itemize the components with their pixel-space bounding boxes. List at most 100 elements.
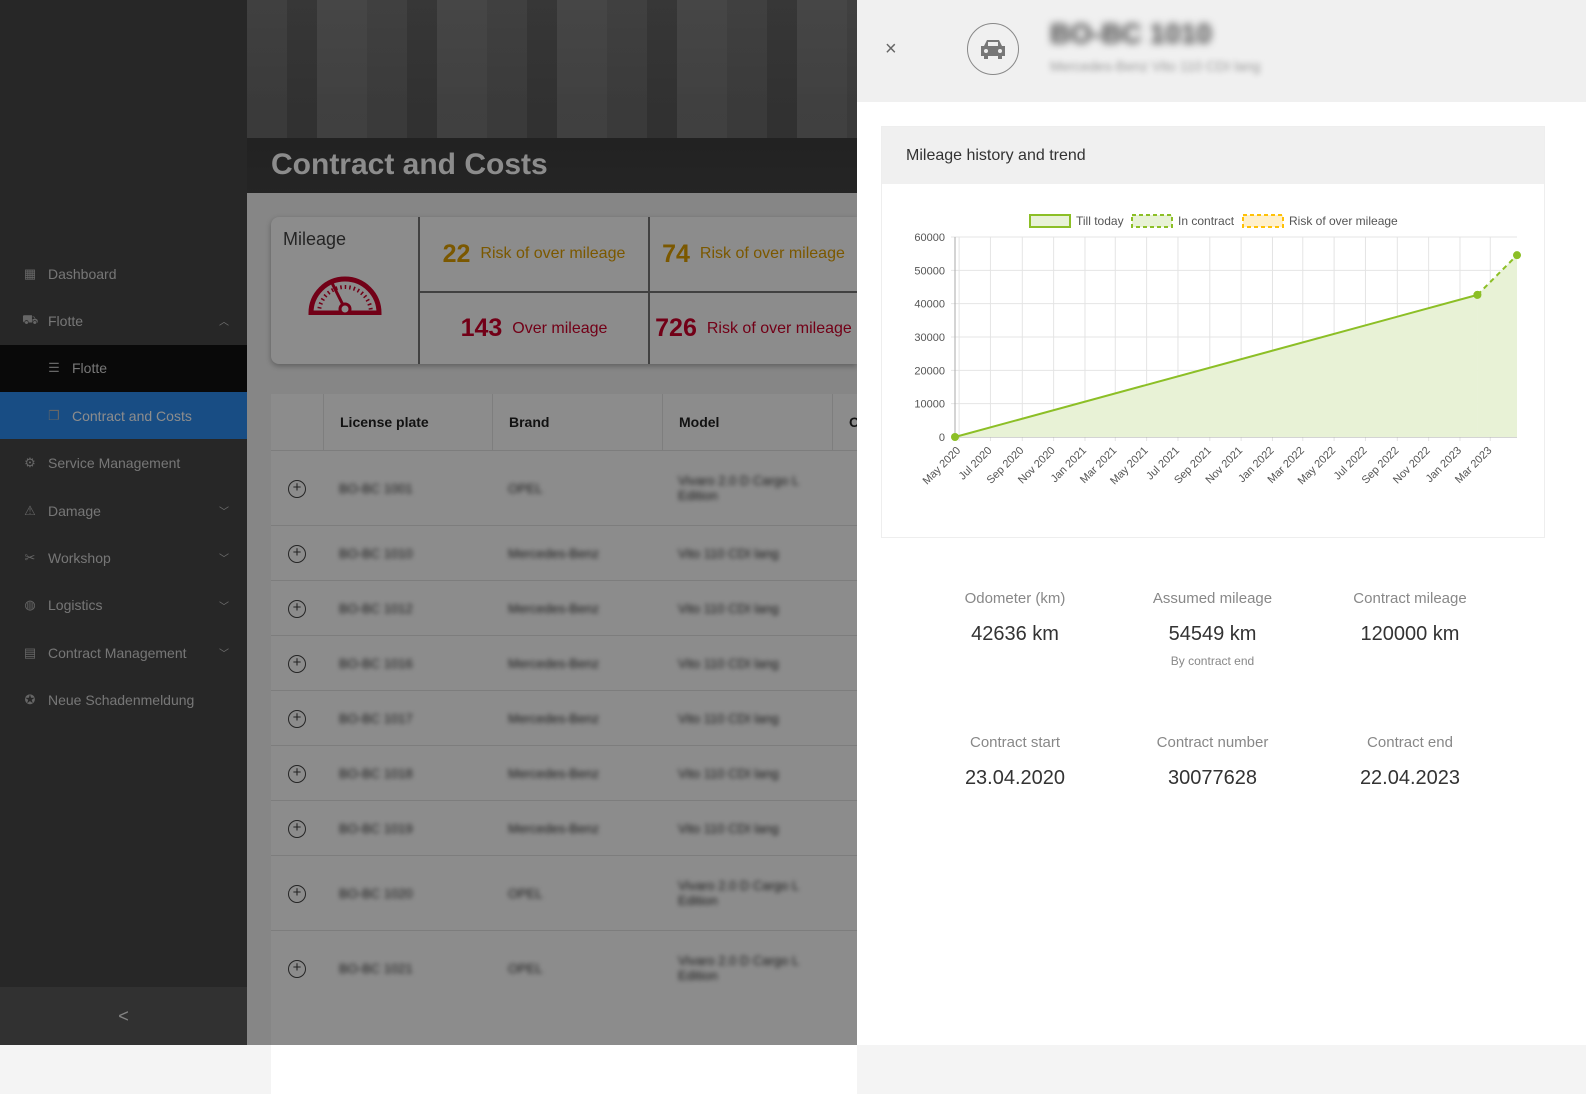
sidebar-item-label: Damage bbox=[48, 502, 101, 519]
sidebar-item-logistics[interactable]: ◍ Logistics ﹀ bbox=[0, 582, 247, 629]
stat-label: Contract mileage bbox=[1353, 590, 1467, 607]
series-line bbox=[1476, 254, 1518, 296]
data-point[interactable] bbox=[1473, 290, 1482, 299]
stat-value: 120000 km bbox=[1360, 623, 1460, 645]
legend-label: Till today bbox=[1076, 214, 1124, 228]
close-button[interactable]: × bbox=[885, 38, 897, 60]
y-tick-label: 40000 bbox=[914, 299, 945, 311]
table-row[interactable]: + BO-BC 1016 Mercedes-Benz Vito 110 CDI lan… bbox=[271, 635, 857, 690]
table-row[interactable]: + BO-BC 1012 Mercedes-Benz Vito 110 CDI lan… bbox=[271, 580, 857, 635]
table-cell: BO-BC 1018 bbox=[339, 765, 413, 781]
column-header-label: O bbox=[849, 414, 857, 430]
vehicle-table: License plate Brand Model O + BO-BC 1001 OPEL V… bbox=[271, 394, 857, 1094]
series-area bbox=[1477, 255, 1517, 437]
legend-label: Risk of over mileage bbox=[1289, 214, 1398, 228]
sidebar-item-neue-schadenmeldung[interactable]: ✪ Neue Schadenmeldung bbox=[0, 677, 247, 724]
table-cell: OPEL bbox=[508, 885, 543, 901]
page-title: Contract and Costs bbox=[271, 148, 548, 181]
sidebar-item-workshop[interactable]: ✂ Workshop ﹀ bbox=[0, 534, 247, 581]
stat-value: 30077628 bbox=[1168, 767, 1257, 789]
table-cell: BO-BC 1016 bbox=[339, 655, 413, 671]
data-point[interactable] bbox=[951, 433, 959, 441]
stat-count: 143 bbox=[460, 314, 503, 342]
car-icon: ⛟ bbox=[22, 311, 39, 327]
expand-row-icon[interactable]: + bbox=[288, 599, 306, 618]
stat-count: 74 bbox=[662, 239, 690, 268]
sidebar-item-flotte[interactable]: ☰ Flotte bbox=[0, 344, 247, 392]
table-row[interactable]: + BO-BC 1018 Mercedes-Benz Vito 110 CDI lan… bbox=[271, 745, 857, 800]
stat-label: Risk of over mileage bbox=[699, 245, 845, 262]
data-point[interactable] bbox=[1513, 251, 1521, 260]
table-cell: Mercedes-Benz bbox=[508, 820, 600, 836]
chevron-down-icon: ﹀ bbox=[219, 649, 229, 661]
table-cell: Vito 110 CDI lang bbox=[678, 655, 779, 671]
sidebar-item-damage[interactable]: ⚠ Damage ﹀ bbox=[0, 487, 247, 534]
sidebar-item-flotte[interactable]: ⛟ Flotte ︿ bbox=[0, 297, 247, 344]
y-tick-label: 10000 bbox=[914, 399, 945, 411]
stat-value: 54549 km bbox=[1168, 623, 1257, 645]
table-cell: Mercedes-Benz bbox=[508, 545, 600, 561]
y-tick-label: 0 bbox=[939, 432, 945, 444]
stat-label: Contract end bbox=[1367, 734, 1453, 751]
stat-value: 23.04.2020 bbox=[964, 767, 1066, 789]
table-row[interactable]: + BO-BC 1001 OPEL Vivaro 2.0 D Cargo L Edit… bbox=[271, 450, 857, 525]
sidebar-item-service-management[interactable]: ⚙ Service Management bbox=[0, 440, 247, 487]
sidebar-item-contract-management[interactable]: ▤ Contract Management ﹀ bbox=[0, 629, 247, 676]
column-header[interactable]: Brand bbox=[492, 394, 662, 450]
expand-row-icon[interactable]: + bbox=[288, 544, 306, 563]
expand-row-icon[interactable]: + bbox=[288, 884, 306, 903]
table-row[interactable]: + BO-BC 1021 OPEL Vivaro 2.0 D Cargo L Edit… bbox=[271, 930, 857, 1005]
modal-backdrop[interactable] bbox=[0, 0, 857, 1045]
y-tick-label: 20000 bbox=[914, 365, 945, 377]
table-cell: BO-BC 1017 bbox=[339, 710, 413, 726]
collapse-sidebar-button[interactable]: < bbox=[0, 987, 247, 1045]
table-cell: BO-BC 1001 bbox=[339, 480, 413, 496]
stat-label: Odometer (km) bbox=[964, 590, 1066, 607]
stat-note: By contract end bbox=[1170, 654, 1255, 668]
chevron-down-icon: ﹀ bbox=[219, 507, 229, 518]
expand-row-icon[interactable]: + bbox=[288, 819, 306, 838]
vehicle-plate: BO-BC 1010 bbox=[1050, 18, 1212, 49]
sidebar-item-label: Flotte bbox=[48, 312, 84, 329]
sidebar-item-contract-and-costs[interactable]: ❐ Contract and Costs bbox=[0, 392, 247, 440]
expand-row-icon[interactable]: + bbox=[288, 764, 306, 783]
legend-label: In contract bbox=[1178, 214, 1235, 228]
table-row[interactable]: + BO-BC 1017 Mercedes-Benz Vito 110 CDI lan… bbox=[271, 690, 857, 745]
vehicle-model: Mercedes-Benz Vito 110 CDI lang bbox=[1050, 58, 1261, 74]
chevron-up-icon: ︿ bbox=[219, 317, 229, 329]
expand-row-icon[interactable]: + bbox=[288, 709, 306, 728]
mileage-stat[interactable]: 22 Risk of over mileage bbox=[418, 217, 648, 291]
expand-row-icon[interactable]: + bbox=[288, 959, 306, 978]
y-tick-label: 50000 bbox=[914, 265, 945, 277]
column-header[interactable]: Model bbox=[662, 394, 832, 450]
table-row[interactable]: + BO-BC 1019 Mercedes-Benz Vito 110 CDI lan… bbox=[271, 800, 857, 855]
column-header[interactable]: O bbox=[832, 394, 857, 450]
sidebar-item-dashboard[interactable]: ▦ Dashboard bbox=[0, 250, 247, 297]
mileage-stat[interactable]: 143 Over mileage bbox=[418, 291, 648, 364]
table-row[interactable]: + BO-BC 1020 OPEL Vivaro 2.0 D Cargo L Edit… bbox=[271, 855, 857, 930]
expand-row-icon[interactable]: + bbox=[288, 654, 306, 673]
expand-row-icon[interactable]: + bbox=[288, 479, 306, 498]
y-tick-label: 60000 bbox=[914, 232, 945, 244]
table-cell: Vito 110 CDI lang bbox=[678, 765, 779, 781]
column-header-label: License plate bbox=[340, 414, 429, 430]
column-header[interactable]: License plate bbox=[323, 394, 493, 450]
mileage-stat[interactable]: 74 Risk of over mileage bbox=[648, 217, 857, 291]
mileage-stat[interactable]: 726 Risk of over mileage bbox=[648, 291, 857, 364]
sidebar-item-label: Workshop bbox=[48, 549, 111, 566]
service-icon: ⚙ bbox=[24, 455, 36, 471]
legend-swatch[interactable] bbox=[1029, 214, 1071, 228]
table-cell: Mercedes-Benz bbox=[508, 600, 600, 616]
sidebar-item-label: Contract Management bbox=[48, 644, 187, 661]
legend-swatch[interactable] bbox=[1131, 214, 1173, 228]
table-row[interactable]: + BO-BC 1010 Mercedes-Benz Vito 110 CDI lan… bbox=[271, 525, 857, 580]
stat-count: 726 bbox=[655, 314, 697, 342]
legend-swatch[interactable] bbox=[1242, 214, 1284, 228]
table-cell: Vito 110 CDI lang bbox=[678, 710, 779, 726]
stat-value: 42636 km bbox=[971, 623, 1059, 645]
table-cell: BO-BC 1012 bbox=[339, 600, 413, 616]
table-cell: BO-BC 1019 bbox=[339, 820, 413, 836]
sidebar-item-label: Neue Schadenmeldung bbox=[48, 692, 195, 709]
panel-header: × BO-BC 1010 Mercedes-Benz Vito 110 CDI … bbox=[857, 0, 1586, 102]
